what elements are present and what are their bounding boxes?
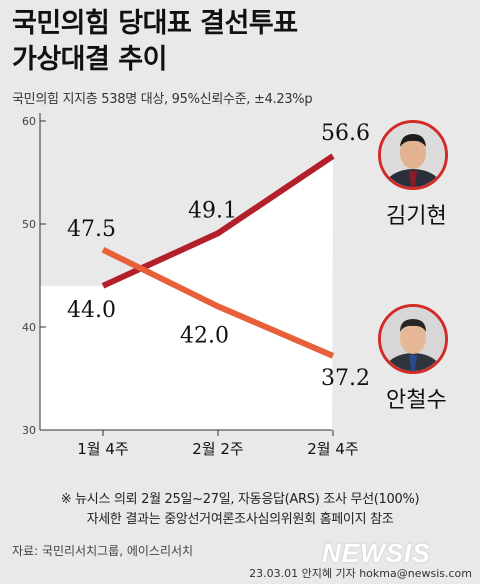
person-portrait-icon xyxy=(381,307,445,371)
series-lines xyxy=(101,153,335,359)
source-text: 자료: 국민리서치그룹, 에이스리서치 xyxy=(12,544,194,558)
y-tick-label: 60 xyxy=(22,115,36,128)
value-label: 42.0 xyxy=(180,323,229,348)
credit-text: 23.03.01 안지혜 기자 hokma@newsis.com xyxy=(249,567,472,580)
kim-avatar xyxy=(378,120,448,190)
chart-subtitle: 국민의힘 지지층 538명 대상, 95%신뢰수준, ±4.23%p xyxy=(12,92,313,107)
ahn-avatar xyxy=(378,304,448,374)
person-portrait-icon xyxy=(381,123,445,187)
footnote-line-2: 자세한 결과는 중앙선거여론조사심의위원회 홈페이지 참조 xyxy=(86,512,394,527)
value-label: 37.2 xyxy=(321,366,370,391)
chart-title-line-1: 국민의힘 당대표 결선투표 xyxy=(12,8,298,39)
chart-title-line-2: 가상대결 추이 xyxy=(12,44,167,75)
chart-title: 국민의힘 당대표 결선투표 가상대결 추이 xyxy=(12,6,298,78)
y-tick-label: 30 xyxy=(22,424,36,437)
chart-axes: 30 40 50 60 1월 4주 2월 2주 2월 4주 xyxy=(22,113,359,458)
value-labels: 44.0 49.1 56.6 47.5 42.0 37.2 xyxy=(67,121,370,391)
line-chart: 30 40 50 60 1월 4주 2월 2주 2월 4주 44.0 49.1 56.6 47.5… xyxy=(22,113,370,458)
kim-name-label: 김기현 xyxy=(386,204,447,229)
value-label: 49.1 xyxy=(188,198,237,223)
value-label: 56.6 xyxy=(321,121,370,146)
newsis-logo: NEWSIS xyxy=(322,538,431,568)
value-label: 44.0 xyxy=(67,298,116,323)
y-tick-label: 40 xyxy=(22,321,36,334)
x-tick-label: 1월 4주 xyxy=(77,440,128,458)
ahn-name-label: 안철수 xyxy=(386,388,447,413)
y-tick-label: 50 xyxy=(22,218,36,231)
series-line-1 xyxy=(101,247,335,359)
x-tick-label: 2월 2주 xyxy=(192,440,243,458)
value-label: 47.5 xyxy=(67,217,116,242)
footnote-line-1: ※ 뉴시스 의뢰 2월 25일~27일, 자동응답(ARS) 조사 무선(100… xyxy=(60,492,420,507)
x-tick-label: 2월 4주 xyxy=(307,440,358,458)
